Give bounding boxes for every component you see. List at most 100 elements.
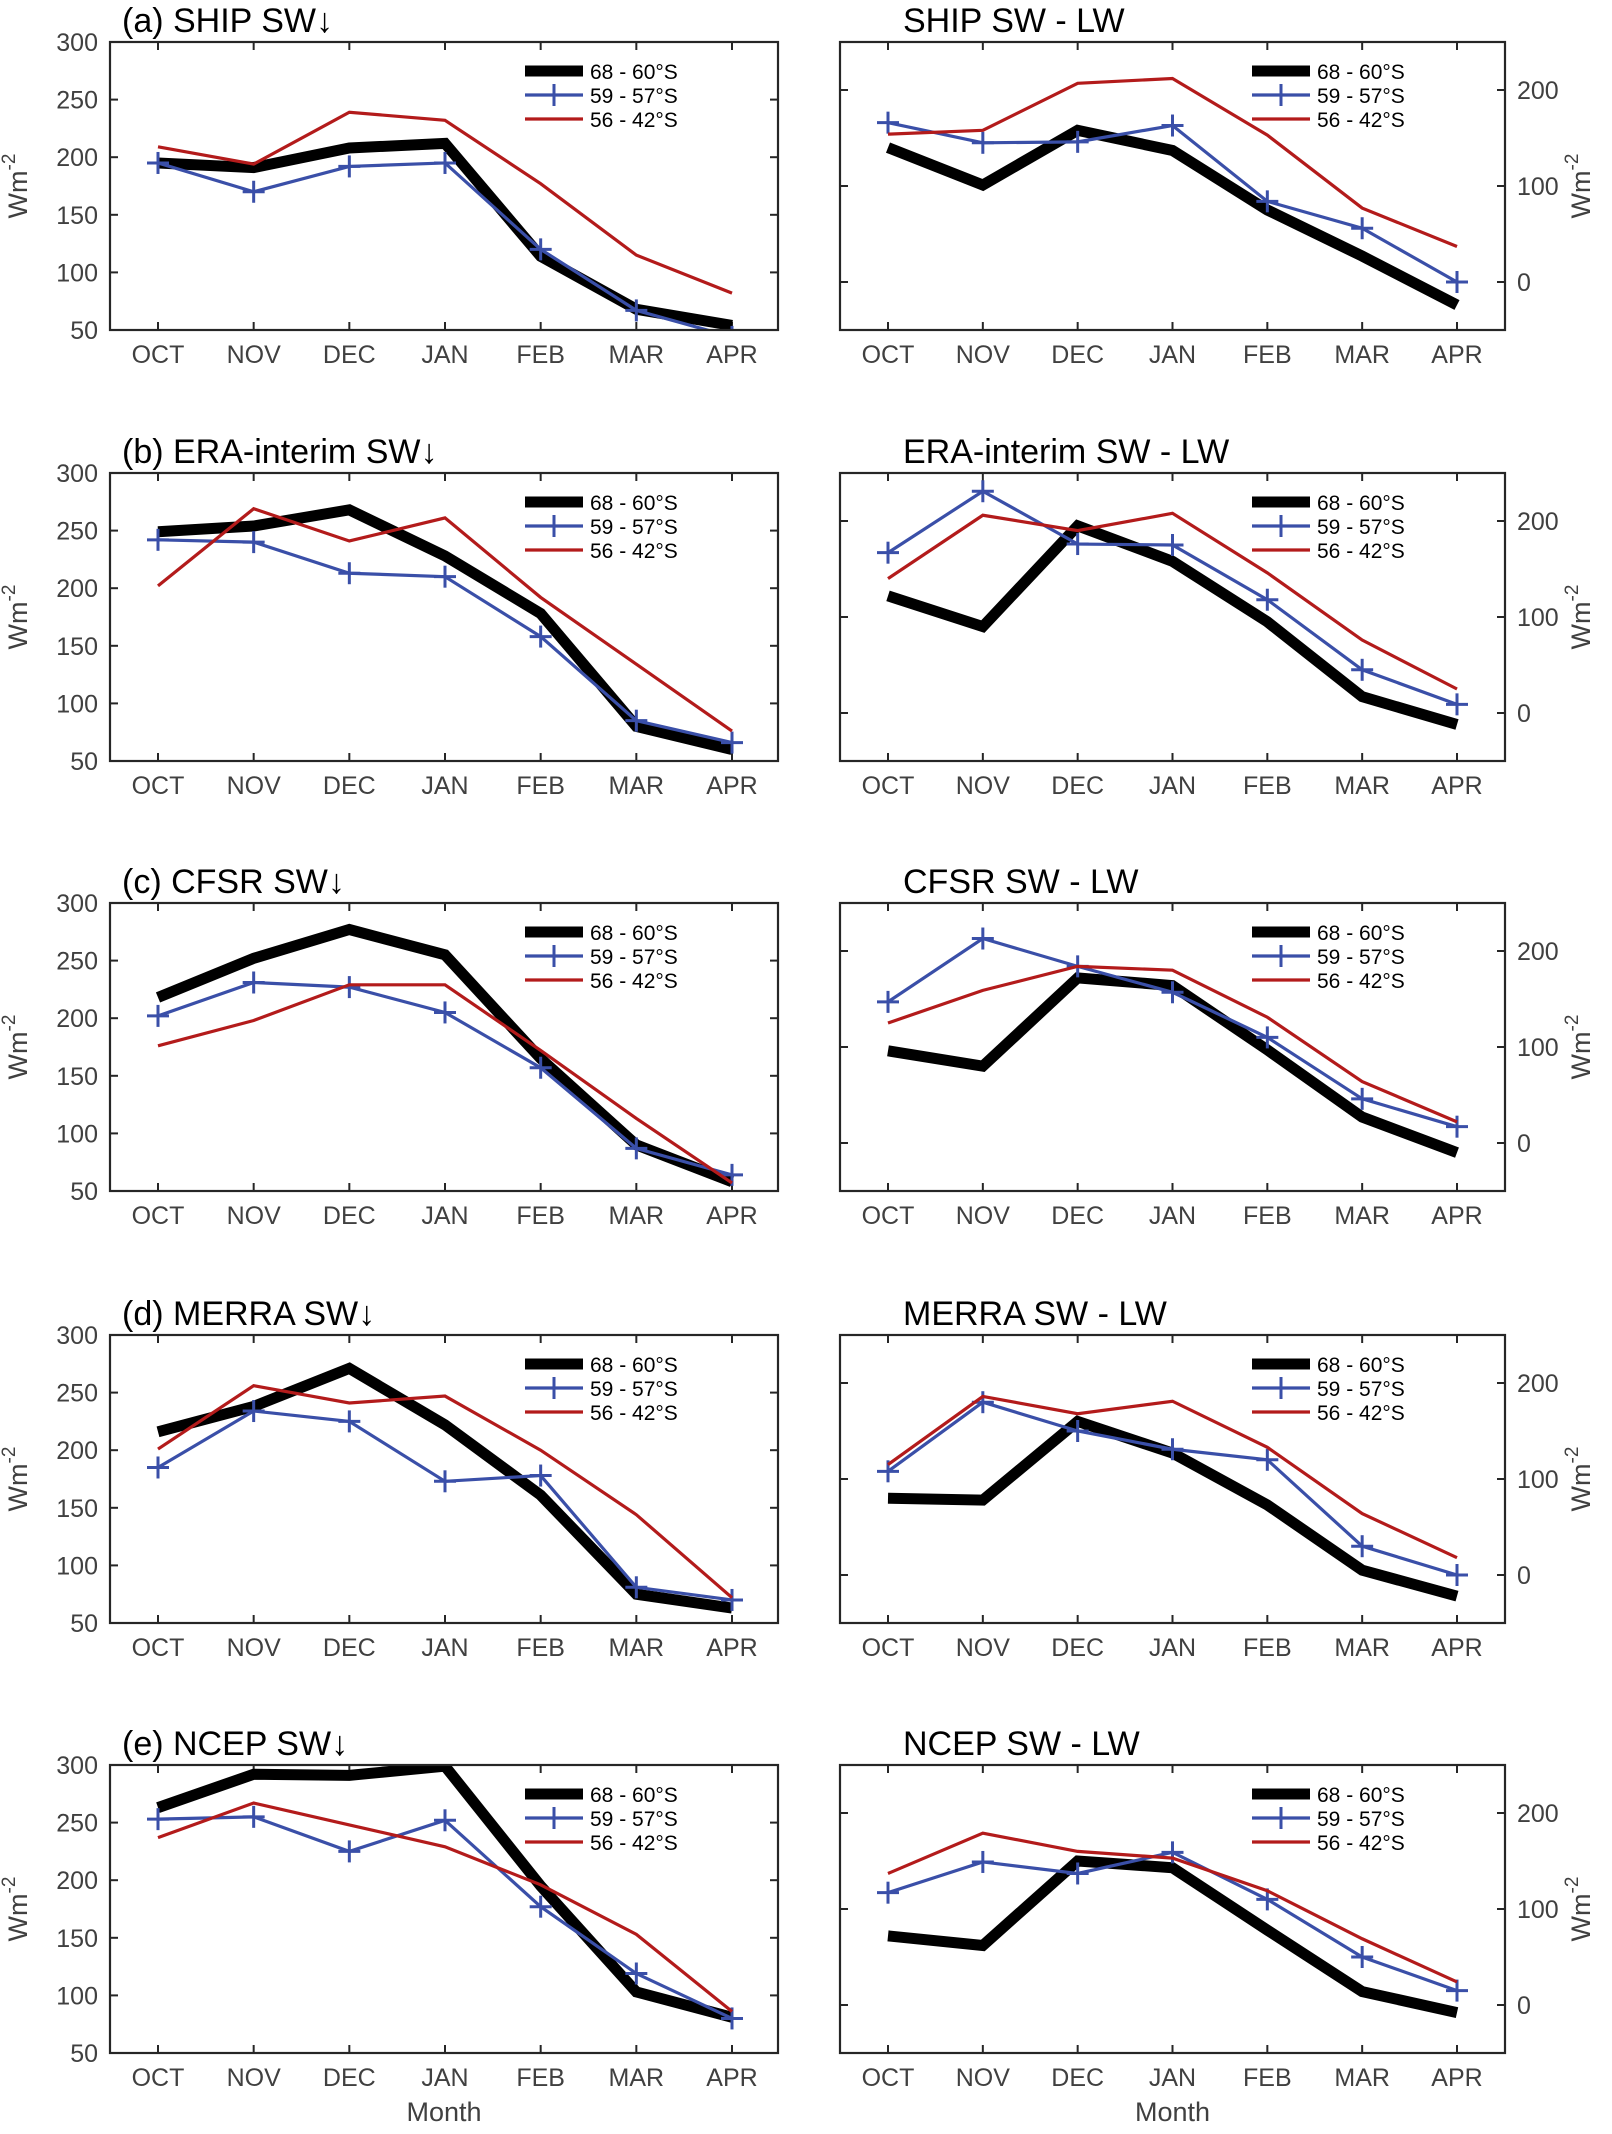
x-tick-label: FEB (516, 772, 565, 800)
y-axis-label-base: Wm (3, 1893, 33, 1941)
x-axis-label: Month (1135, 2097, 1210, 2127)
y-axis-label: Wm-2 (1562, 585, 1596, 650)
y-tick-label: 100 (1517, 604, 1559, 632)
series-line-3 (157, 1801, 734, 2013)
plus-marker (242, 971, 265, 994)
series-line-1 (886, 519, 1459, 730)
y-axis-label: Wm-2 (0, 1015, 33, 1080)
x-tick-label: MAR (1334, 2064, 1390, 2092)
legend-label-1: 68 - 60°S (1317, 492, 1405, 515)
x-tick-label: MAR (609, 341, 665, 369)
plus-marker (434, 1001, 456, 1024)
series-group (147, 110, 734, 330)
plus-marker (877, 111, 899, 134)
y-tick-label: 100 (1517, 173, 1559, 201)
x-tick-label: OCT (862, 2064, 915, 2092)
legend-label-1: 68 - 60°S (1317, 61, 1405, 84)
y-tick-label: 200 (1517, 77, 1559, 105)
plot-frame (838, 901, 1507, 1193)
panel-title: ERA-interim SW - LW (903, 433, 1229, 471)
panel-title: (e) NCEP SW↓ (122, 1725, 348, 1763)
plot-frame (108, 1763, 780, 2055)
x-tick-label: MAR (1334, 1634, 1390, 1662)
y-tick-label: 100 (1517, 1466, 1559, 1494)
y-axis-label-exponent: -2 (1562, 585, 1583, 602)
legend-label-3: 56 - 42°S (1317, 1832, 1405, 1855)
x-tick-label: NOV (956, 772, 1011, 800)
y-axis-label-exponent: -2 (1562, 154, 1583, 171)
series-line-3 (887, 1831, 1458, 1984)
y-axis-label: Wm-2 (1562, 1447, 1596, 1512)
plus-marker (1351, 1535, 1374, 1558)
y-tick-label: 100 (56, 1552, 98, 1580)
legend-label-2: 59 - 57°S (1317, 1808, 1405, 1831)
panel-d-left: (d) MERRA SW↓ OCT NOV DEC JAN FEB MAR APR 50 100 1… (0, 1295, 780, 1662)
legend-label-2: 59 - 57°S (590, 516, 678, 539)
series-group (147, 923, 743, 1187)
plus-marker (434, 151, 456, 174)
y-axis-label-exponent: -2 (0, 1015, 20, 1032)
y-tick-label: 250 (56, 518, 98, 546)
x-tick-label: NOV (227, 2064, 282, 2092)
panel-c-left: (c) CFSR SW↓ OCT NOV DEC JAN FEB MAR APR 50 100 15… (0, 863, 780, 1230)
plus-marker (1446, 693, 1468, 716)
x-tick-label: DEC (323, 1634, 376, 1662)
series-group (877, 480, 1468, 730)
panel-title: MERRA SW - LW (903, 1295, 1167, 1333)
y-tick-label: 200 (56, 1437, 98, 1465)
x-tick-label: JAN (1149, 341, 1196, 369)
plot-frame (838, 1333, 1507, 1625)
plus-marker (1256, 588, 1279, 611)
y-tick-label: 0 (1517, 1130, 1531, 1158)
plus-marker (1446, 1115, 1468, 1138)
legend: 68 - 60°S59 - 57°S56 - 42°S (1252, 922, 1405, 993)
legend-label-2: 59 - 57°S (590, 946, 678, 969)
panel-c-right: CFSR SW - LW OCT NOV DEC JAN FEB MAR APR 0 100 200… (838, 863, 1596, 1230)
legend-label-1: 68 - 60°S (590, 1784, 678, 1807)
x-tick-label: OCT (132, 1202, 185, 1230)
y-tick-label: 100 (1517, 1034, 1559, 1062)
y-tick-label: 100 (1517, 1896, 1559, 1924)
legend-label-3: 56 - 42°S (590, 109, 678, 132)
y-axis-label-base: Wm (3, 170, 33, 218)
legend: 68 - 60°S59 - 57°S56 - 42°S (1252, 61, 1405, 132)
legend: 68 - 60°S59 - 57°S56 - 42°S (1252, 1354, 1405, 1425)
x-tick-label: OCT (862, 1202, 915, 1230)
plus-marker (625, 1576, 648, 1599)
y-tick-label: 150 (56, 633, 98, 661)
x-tick-label: JAN (421, 2064, 468, 2092)
plus-marker (338, 1410, 361, 1433)
legend-label-1: 68 - 60°S (590, 922, 678, 945)
plot-frame (838, 1763, 1507, 2055)
y-axis-label: Wm-2 (0, 154, 33, 219)
plus-marker (625, 709, 648, 732)
y-axis-label-exponent: -2 (1562, 1015, 1583, 1032)
legend-label-2: 59 - 57°S (590, 1808, 678, 1831)
series-line-1 (156, 1765, 734, 2023)
series-group (147, 1765, 743, 2030)
y-axis-label: Wm-2 (0, 1447, 33, 1512)
x-tick-label: DEC (1051, 1202, 1104, 1230)
plus-marker (1161, 114, 1184, 137)
y-axis-label-base: Wm (3, 601, 33, 649)
plus-marker (877, 990, 899, 1013)
x-tick-label: NOV (227, 772, 282, 800)
series-line-3 (157, 983, 733, 1185)
plus-marker (1351, 1946, 1374, 1968)
series-group (877, 927, 1468, 1158)
y-tick-label: 0 (1517, 700, 1531, 728)
plus-marker (1256, 1448, 1279, 1471)
panel-title: NCEP SW - LW (903, 1725, 1140, 1763)
x-tick-label: FEB (1243, 341, 1292, 369)
plus-marker (434, 1470, 456, 1493)
x-tick-label: JAN (421, 1202, 468, 1230)
legend-label-3: 56 - 42°S (1317, 109, 1405, 132)
plus-marker (529, 1895, 552, 1918)
x-tick-label: NOV (227, 341, 282, 369)
y-axis-label-base: Wm (3, 1031, 33, 1079)
plot-frame (108, 1333, 780, 1625)
series-line-3 (887, 1394, 1458, 1560)
x-tick-label: MAR (1334, 772, 1390, 800)
x-tick-label: JAN (1149, 772, 1196, 800)
